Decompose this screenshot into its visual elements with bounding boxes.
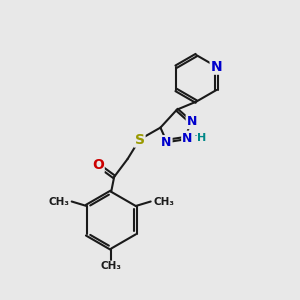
Text: H: H: [197, 133, 206, 143]
Text: S: S: [134, 133, 145, 146]
Text: CH₃: CH₃: [48, 196, 69, 206]
Text: ·: ·: [194, 130, 198, 143]
Text: N: N: [187, 115, 197, 128]
Text: N: N: [211, 60, 222, 74]
Text: O: O: [92, 158, 104, 172]
Text: CH₃: CH₃: [153, 196, 174, 206]
Text: N: N: [161, 136, 172, 149]
Text: N: N: [182, 132, 193, 145]
Text: CH₃: CH₃: [101, 262, 122, 272]
